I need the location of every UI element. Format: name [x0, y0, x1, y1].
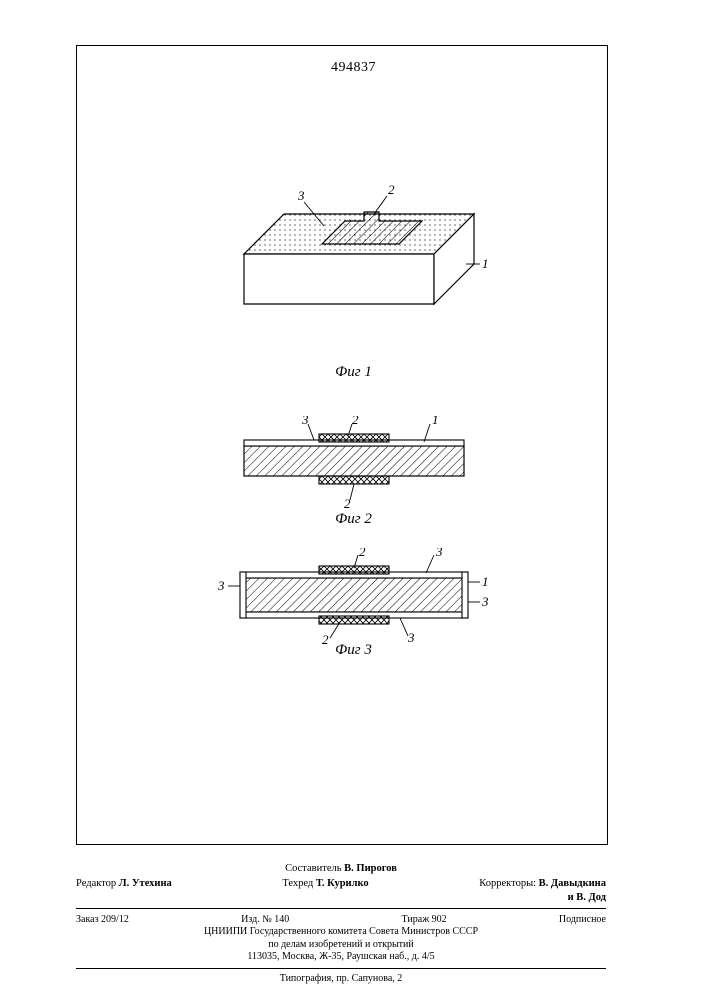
footer: Составитель В. Пирогов Редактор Л. Утехи… — [76, 862, 606, 985]
fig3-caption: Фиг 3 — [204, 642, 504, 659]
page: 494837 3 2 — [0, 0, 707, 1000]
compiler-label: Составитель — [285, 863, 341, 874]
fig1-label-1: 1 — [482, 256, 489, 271]
org-line2: по делам изобретений и открытий — [76, 939, 606, 952]
fig3-label-2-bottom: 2 — [322, 632, 329, 647]
subscription: Подписное — [559, 913, 606, 926]
order: Заказ 209/12 — [76, 913, 129, 926]
document-number: 494837 — [0, 60, 707, 76]
fig2-caption: Фиг 2 — [214, 511, 494, 528]
compiler-name: В. Пирогов — [344, 863, 397, 874]
printer: Типография, пр. Сапунова, 2 — [76, 973, 606, 986]
fig2-label-2: 2 — [352, 416, 359, 427]
fig1-caption: Фиг 1 — [204, 364, 504, 381]
fig3-label-3-top: 3 — [435, 548, 443, 559]
fig3-label-3-bottom: 3 — [407, 630, 415, 645]
org-line3: 113035, Москва, Ж-35, Раушская наб., д. … — [76, 951, 606, 964]
fig3-label-2-top: 2 — [359, 548, 366, 559]
fig1-label-3: 3 — [297, 188, 305, 203]
figure-1: 3 2 1 Фиг 1 — [204, 164, 504, 381]
fig2-label-1: 1 — [432, 416, 439, 427]
correctors-block: Корректоры: В. Давыдкина и В. Дод — [479, 877, 606, 904]
figure-2-svg: 3 2 1 2 — [214, 416, 494, 511]
fig1-label-2: 2 — [388, 182, 395, 197]
figure-3: 3 2 3 1 3 2 3 Фиг 3 — [204, 548, 504, 659]
figure-3-svg: 3 2 3 1 3 2 3 — [204, 548, 504, 648]
editor-block: Редактор Л. Утехина — [76, 877, 172, 904]
fig2-label-2b: 2 — [344, 496, 351, 511]
fig3-label-3-left: 3 — [217, 578, 225, 593]
fig2-label-3: 3 — [301, 416, 309, 427]
org-line1: ЦНИИПИ Государственного комитета Совета … — [76, 926, 606, 939]
fig3-label-3-right: 3 — [481, 594, 489, 609]
edition: Изд. № 140 — [241, 913, 289, 926]
figure-1-svg: 3 2 1 — [204, 164, 504, 364]
techred-block: Техред Т. Курилко — [282, 877, 368, 904]
fig3-label-1: 1 — [482, 574, 489, 589]
figure-2: 3 2 1 2 Фиг 2 — [214, 416, 494, 528]
circulation: Тираж 902 — [402, 913, 447, 926]
